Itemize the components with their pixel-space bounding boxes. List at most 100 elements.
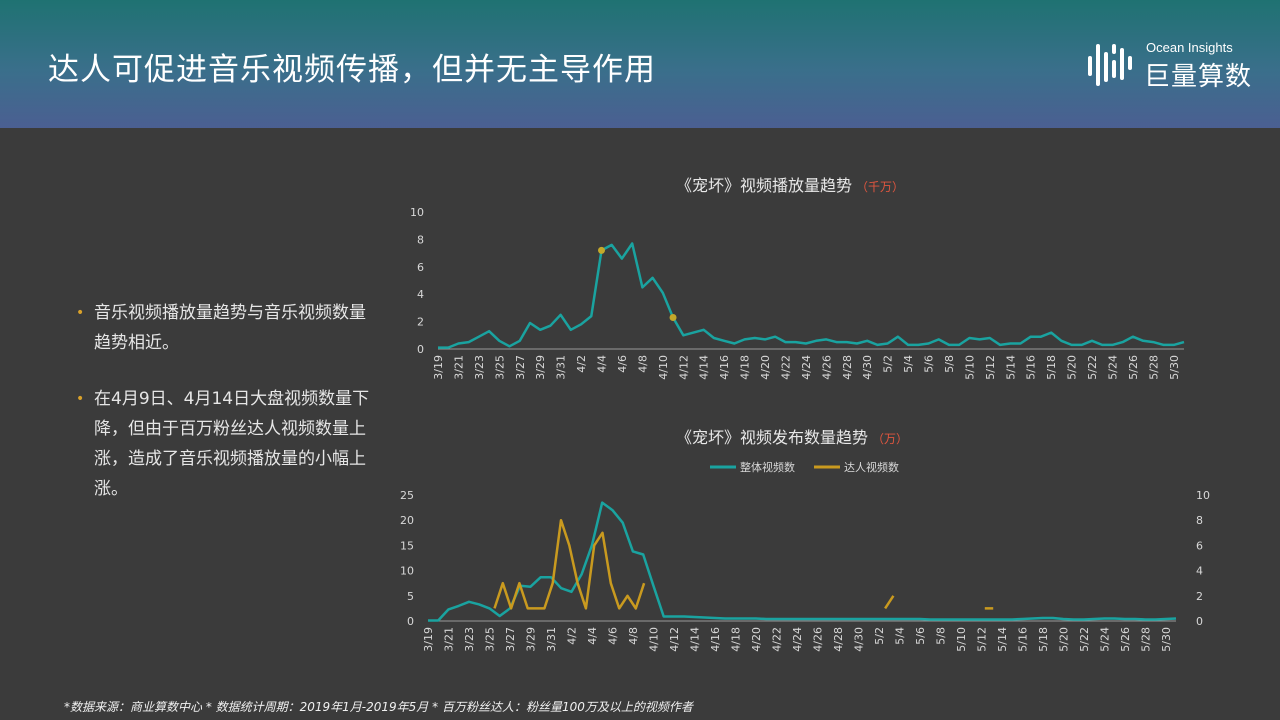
logo-chinese-text: 巨量算数: [1144, 62, 1253, 92]
x-tick-label: 5/28: [1147, 355, 1160, 380]
x-tick-label: 5/12: [975, 627, 988, 652]
x-tick-label: 5/12: [984, 355, 997, 380]
x-tick-label: 5/10: [955, 627, 968, 652]
y-tick-label: 25: [400, 489, 414, 502]
chart2-title-text: 《宠坏》视频发布数量趋势: [676, 428, 869, 447]
chart2-unit: （万）: [872, 432, 909, 446]
x-tick-label: 5/14: [1004, 355, 1017, 380]
x-tick-label: 5/16: [1016, 627, 1029, 652]
header-banner: [0, 0, 1280, 128]
x-tick-label: 5/22: [1078, 627, 1091, 652]
y-tick-label: 20: [400, 514, 414, 527]
x-tick-label: 3/25: [493, 355, 506, 380]
bars-logo-icon: [1088, 44, 1132, 86]
y2-tick-label: 4: [1196, 565, 1203, 578]
x-tick-label: 4/2: [565, 627, 578, 645]
page-title: 达人可促进音乐视频传播，但并无主导作用: [48, 52, 656, 88]
x-tick-label: 5/8: [943, 355, 956, 373]
x-tick-label: 5/24: [1106, 355, 1119, 380]
y-tick-label: 6: [417, 261, 424, 274]
y2-tick-label: 0: [1196, 615, 1203, 628]
x-tick-label: 5/18: [1045, 355, 1058, 380]
x-tick-label: 3/19: [432, 355, 445, 380]
chart2-title: 《宠坏》视频发布数量趋势 （万）: [676, 424, 908, 448]
x-tick-label: 3/21: [442, 627, 455, 652]
x-tick-label: 5/16: [1025, 355, 1038, 380]
x-tick-label: 3/19: [422, 627, 435, 652]
x-tick-label: 5/2: [882, 355, 895, 373]
series-line: [438, 242, 1185, 349]
x-tick-label: 4/20: [759, 355, 772, 380]
x-tick-label: 3/29: [524, 627, 537, 652]
legend-label: 达人视频数: [844, 460, 899, 474]
x-tick-label: 4/30: [861, 355, 874, 380]
x-tick-label: 4/28: [841, 355, 854, 380]
bullet-item: 音乐视频播放量趋势与音乐视频数量趋势相近。: [76, 298, 376, 358]
x-tick-label: 4/14: [688, 627, 701, 652]
legend-label: 整体视频数: [740, 460, 795, 474]
x-tick-label: 4/18: [729, 627, 742, 652]
x-tick-label: 5/18: [1037, 627, 1050, 652]
y-tick-label: 4: [417, 288, 424, 301]
y-tick-label: 15: [400, 539, 414, 552]
x-tick-label: 4/24: [800, 355, 813, 380]
y2-tick-label: 10: [1196, 489, 1210, 502]
x-tick-label: 3/25: [483, 627, 496, 652]
x-tick-label: 4/2: [575, 355, 588, 373]
x-tick-label: 5/28: [1139, 627, 1152, 652]
x-tick-label: 4/8: [636, 355, 649, 373]
x-tick-label: 5/22: [1086, 355, 1099, 380]
y-tick-label: 10: [400, 565, 414, 578]
x-tick-label: 5/2: [873, 627, 886, 645]
x-tick-label: 4/6: [606, 627, 619, 645]
x-tick-label: 4/10: [647, 627, 660, 652]
x-tick-label: 4/24: [791, 627, 804, 652]
x-tick-label: 4/6: [616, 355, 629, 373]
x-tick-label: 3/31: [545, 627, 558, 652]
x-tick-label: 5/26: [1127, 355, 1140, 380]
x-tick-label: 4/22: [770, 627, 783, 652]
x-tick-label: 4/18: [739, 355, 752, 380]
x-tick-label: 5/26: [1119, 627, 1132, 652]
x-tick-label: 4/16: [718, 355, 731, 380]
y2-tick-label: 2: [1196, 590, 1203, 603]
x-tick-label: 4/20: [750, 627, 763, 652]
x-tick-label: 4/28: [832, 627, 845, 652]
y-tick-label: 10: [410, 206, 424, 219]
x-tick-label: 3/21: [452, 355, 465, 380]
x-tick-label: 3/27: [504, 627, 517, 652]
x-tick-label: 4/26: [811, 627, 824, 652]
bullet-item: 在4月9日、4月14日大盘视频数量下降，但由于百万粉丝达人视频数量上涨，造成了音…: [76, 384, 376, 504]
y-tick-label: 0: [407, 615, 414, 628]
y2-tick-label: 8: [1196, 514, 1203, 527]
x-tick-label: 3/23: [463, 627, 476, 652]
x-tick-label: 4/10: [657, 355, 670, 380]
chart1-title: 《宠坏》视频播放量趋势 （千万）: [676, 172, 904, 196]
x-tick-label: 5/30: [1168, 355, 1181, 380]
data-marker: [669, 313, 677, 321]
x-tick-label: 5/10: [963, 355, 976, 380]
x-tick-label: 4/30: [852, 627, 865, 652]
chart1-title-text: 《宠坏》视频播放量趋势: [676, 176, 853, 195]
footnote: *数据来源：商业算数中心 * 数据统计周期：2019年1月-2019年5月 * …: [64, 700, 693, 714]
x-tick-label: 5/4: [902, 355, 915, 373]
y-tick-label: 0: [417, 343, 424, 356]
x-tick-label: 4/16: [709, 627, 722, 652]
x-tick-label: 4/26: [820, 355, 833, 380]
x-tick-label: 5/4: [893, 627, 906, 645]
x-tick-label: 4/4: [596, 355, 609, 373]
x-tick-label: 3/27: [514, 355, 527, 380]
y-tick-label: 2: [417, 316, 424, 329]
x-tick-label: 5/20: [1057, 627, 1070, 652]
y-tick-label: 5: [407, 590, 414, 603]
bullet-list: 音乐视频播放量趋势与音乐视频数量趋势相近。 在4月9日、4月14日大盘视频数量下…: [76, 298, 376, 530]
chart1-unit: （千万）: [856, 180, 905, 194]
data-marker: [598, 246, 606, 254]
x-tick-label: 4/8: [627, 627, 640, 645]
x-tick-label: 5/6: [923, 355, 936, 373]
x-tick-label: 3/31: [555, 355, 568, 380]
x-tick-label: 5/8: [934, 627, 947, 645]
x-tick-label: 4/14: [698, 355, 711, 380]
x-tick-label: 4/12: [668, 627, 681, 652]
x-tick-label: 5/24: [1098, 627, 1111, 652]
